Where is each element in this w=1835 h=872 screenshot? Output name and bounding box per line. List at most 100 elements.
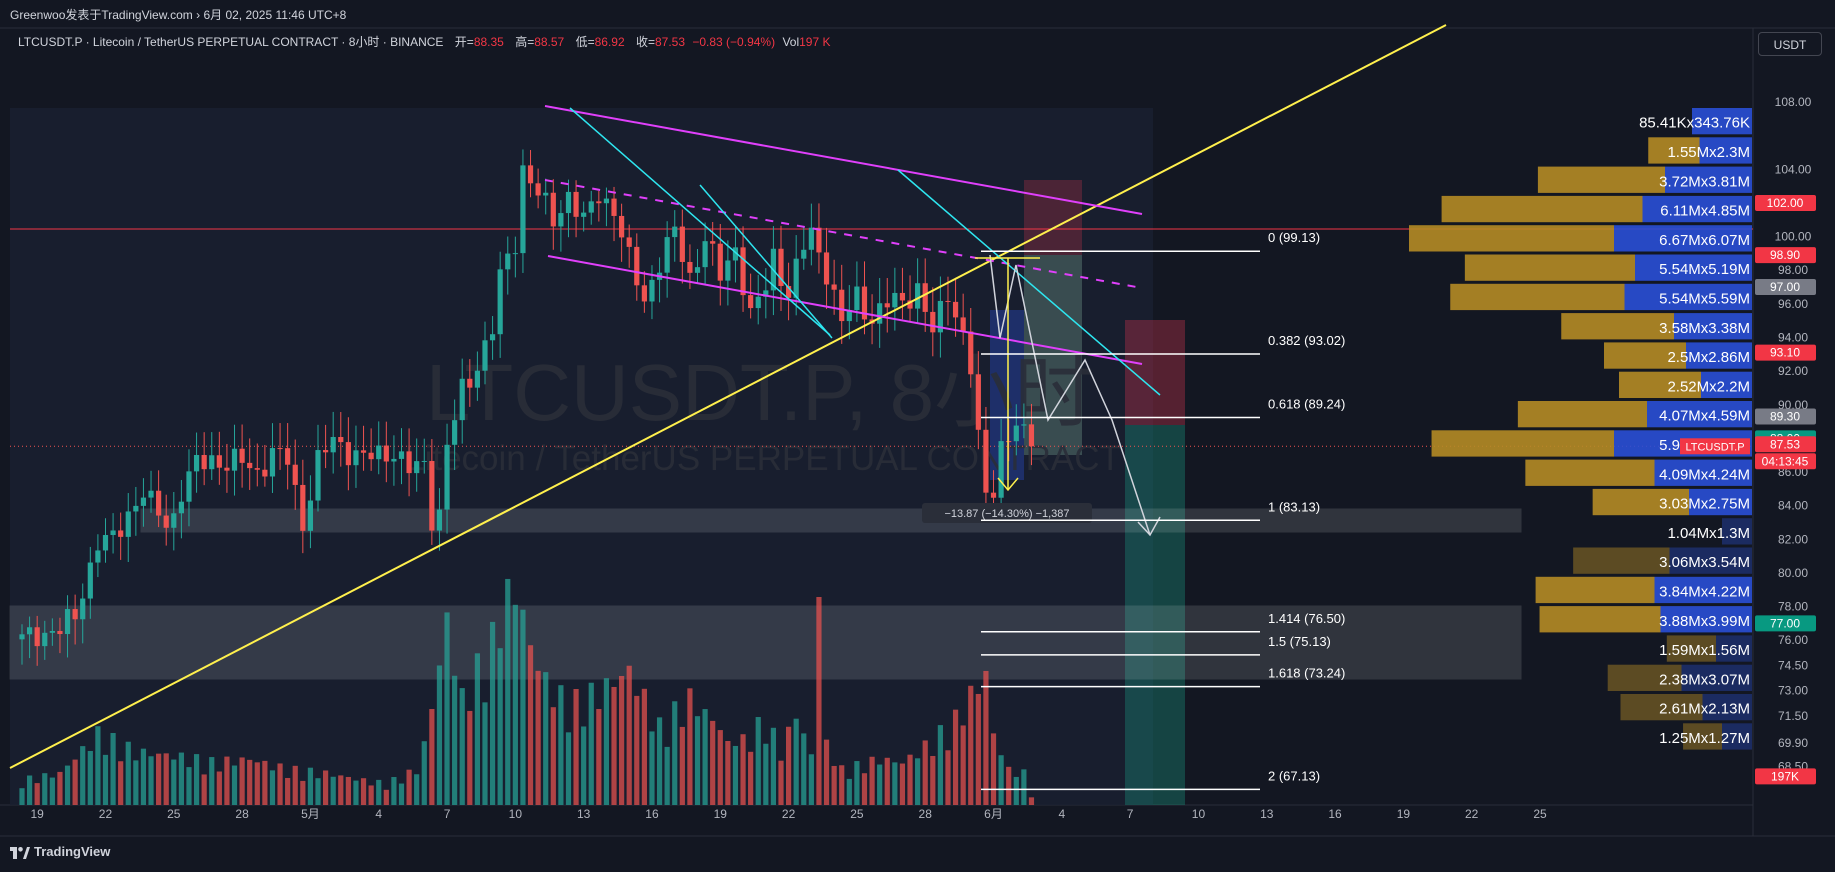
volume-bar <box>793 718 799 805</box>
range-highlight <box>10 108 1153 805</box>
candle-body <box>330 437 336 453</box>
profile-buy-bar <box>1647 401 1752 428</box>
volume-bar <box>945 750 951 805</box>
price-tag-label: 98.90 <box>1770 248 1800 262</box>
profile-buy-bar <box>1689 488 1752 516</box>
profile-buy-bar <box>1716 635 1752 662</box>
profile-volume-label: 3.58Mx3.38M <box>1659 320 1750 337</box>
volume-bar <box>201 774 207 805</box>
volume-bar <box>823 739 830 805</box>
tradingview-logo-icon <box>10 846 30 859</box>
volume-bar <box>899 763 906 805</box>
volume-bar <box>581 726 587 805</box>
candle-body <box>254 468 260 470</box>
volume-bar <box>785 726 792 805</box>
volume-bar <box>930 755 936 805</box>
profile-volume-label: 1.55Mx2.3M <box>1667 144 1750 161</box>
time-tick-label: 25 <box>167 807 181 821</box>
candle-body <box>125 511 131 537</box>
candle-body <box>474 370 480 388</box>
candle-body <box>755 296 761 309</box>
volume-bar <box>710 720 716 805</box>
tradingview-logo[interactable]: TradingView <box>10 836 110 867</box>
candle-body <box>1028 424 1035 447</box>
candle-body <box>459 378 465 421</box>
candle-body <box>49 630 55 633</box>
candle-body <box>892 292 898 308</box>
volume-bar <box>846 778 852 805</box>
profile-buy-bar <box>1702 694 1752 721</box>
candle-body <box>975 374 981 430</box>
profile-volume-label: 2.61Mx2.13M <box>1659 701 1750 718</box>
profile-buy-bar <box>1669 547 1752 574</box>
price-tags: 102.0098.9097.0093.1089.3088.00LTCUSDT.P… <box>1680 194 1816 785</box>
profile-buy-bar <box>1686 342 1752 369</box>
candle-body <box>95 550 101 563</box>
fib-level-label: 1.5 (75.13) <box>1268 634 1331 649</box>
low-label: 低= <box>575 35 595 49</box>
profile-volume-label: 85.41Kx343.76K <box>1639 115 1750 132</box>
profile-sell-bar <box>1592 488 1689 516</box>
candle-body <box>831 284 837 290</box>
currency-button[interactable]: USDT <box>1758 32 1822 56</box>
candle-series <box>19 149 1035 666</box>
price-tag-label: 87.53 <box>1770 437 1800 451</box>
candle-body <box>148 490 154 498</box>
volume-bar <box>345 776 351 805</box>
time-tick-label: 6月 <box>984 807 1003 821</box>
candle-body <box>231 448 238 471</box>
volume-series <box>19 578 1035 805</box>
symbol-title[interactable]: LTCUSDT.P · Litecoin / TetherUS PERPETUA… <box>18 35 444 49</box>
volume-bar <box>869 756 875 805</box>
candle-body <box>846 310 852 322</box>
candle-body <box>945 300 951 302</box>
price-tag <box>1755 408 1816 425</box>
candle-body <box>315 450 321 501</box>
measure-arrowhead <box>997 477 1019 492</box>
price-axis: 108.00 104.00 100.00 98.00 96.00 94.00 92.00 90… <box>1775 95 1812 773</box>
price-tag-label: 04:13:45 <box>1762 454 1809 468</box>
profile-sell-bar <box>1537 166 1665 193</box>
profile-sell-bar <box>1604 342 1686 369</box>
candle-body <box>543 192 549 196</box>
candle-body <box>664 237 670 273</box>
volume-bar <box>269 770 276 805</box>
volume-bar <box>619 675 625 805</box>
volume-bar <box>877 764 883 805</box>
profile-volume-label: 3.06Mx3.54M <box>1659 554 1750 571</box>
profile-sell-bar <box>1409 225 1614 252</box>
profile-sell-bar <box>1619 371 1701 398</box>
candle-body <box>937 300 943 333</box>
candle-body <box>224 467 230 471</box>
candle-body <box>983 429 989 493</box>
profile-buy-bar <box>1642 195 1752 223</box>
candle-body <box>740 247 746 296</box>
volume-bar <box>550 707 556 805</box>
volume-bar <box>543 672 549 805</box>
price-tag <box>1755 436 1816 453</box>
change-value: −0.83 (−0.94%) <box>692 35 776 49</box>
volume-bar <box>391 777 397 805</box>
candle-body <box>156 490 162 516</box>
candle-body <box>368 452 374 460</box>
candle-body <box>398 451 405 459</box>
profile-volume-label: 6.11Mx4.85M <box>1660 203 1750 220</box>
profile-buy-bar <box>1674 313 1752 340</box>
time-tick-label: 19 <box>31 807 45 821</box>
candle-body <box>277 448 283 450</box>
volume-bar <box>156 753 162 805</box>
volume-bar <box>755 717 761 805</box>
volume-bar <box>247 759 253 805</box>
volume-bar <box>1006 766 1012 805</box>
profile-buy-bar <box>1654 576 1752 604</box>
profile-volume-label: 6.67Mx6.07M <box>1659 232 1750 249</box>
price-tag-label: 97.00 <box>1770 280 1800 294</box>
price-tick-label: 108.00 <box>1775 95 1812 109</box>
profile-sell-bar <box>1535 576 1655 604</box>
volume-bar <box>801 733 807 805</box>
volume-bar <box>694 716 701 805</box>
volume-bar <box>717 730 723 805</box>
profile-sell-bar <box>1648 137 1700 164</box>
